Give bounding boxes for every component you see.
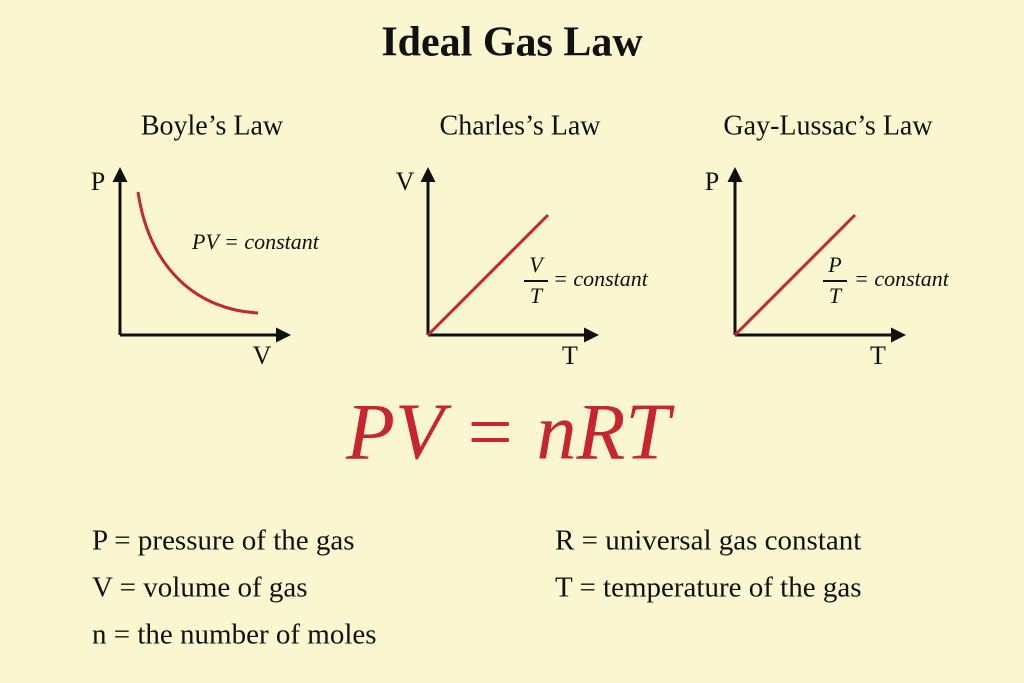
definition: R = universal gas constant	[555, 525, 861, 557]
panel-title: Charles’s Law	[440, 110, 602, 141]
numerator: V	[529, 252, 545, 277]
panel-title: Boyle’s Law	[141, 110, 284, 141]
curve	[136, 191, 259, 315]
line	[426, 213, 550, 337]
equation: = constant	[553, 266, 649, 291]
denominator: T	[530, 283, 544, 308]
numerator: P	[827, 252, 841, 277]
definition: n = the number of moles	[92, 619, 377, 651]
y-axis-label: V	[396, 167, 415, 196]
x-axis-label: T	[870, 341, 886, 370]
x-axis-label: T	[562, 341, 578, 370]
formula: PV = nRT	[345, 388, 675, 476]
y-axis-label: P	[705, 167, 719, 196]
y-axis-label: P	[91, 167, 105, 196]
panel-title: Gay-Lussac’s Law	[723, 110, 933, 141]
equation: PV = constant	[191, 229, 320, 254]
equation: = constant	[854, 266, 950, 291]
definition: T = temperature of the gas	[555, 572, 862, 604]
definition: P = pressure of the gas	[92, 525, 355, 557]
definition: V = volume of gas	[92, 572, 308, 604]
title: Ideal Gas Law	[381, 20, 643, 66]
line	[733, 213, 857, 337]
denominator: T	[829, 283, 843, 308]
x-axis-label: V	[253, 341, 272, 370]
